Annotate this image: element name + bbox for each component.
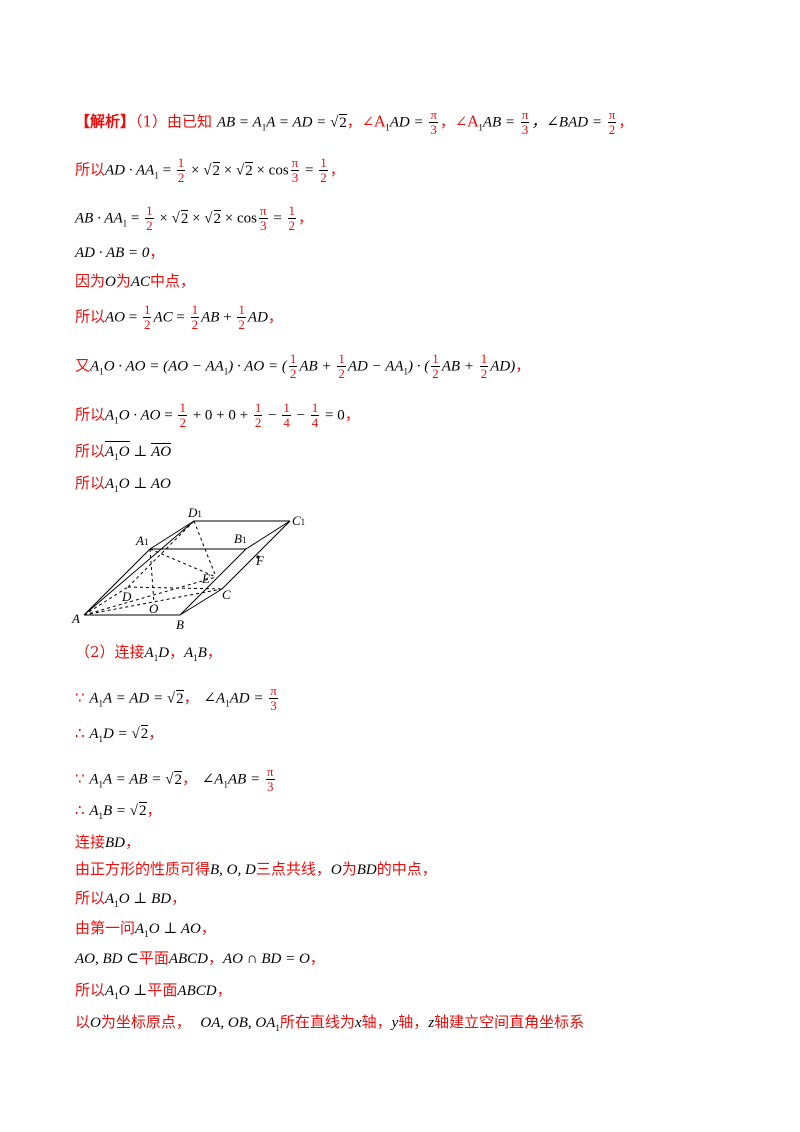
label-o: O bbox=[149, 601, 159, 616]
edge-ad bbox=[83, 586, 129, 616]
line-13: ∴ A1D = √2， bbox=[75, 724, 164, 744]
line-22: 以O为坐标原点， OA, OB, OA1所在直线为x轴，y轴，z轴建立空间直角坐… bbox=[75, 1013, 585, 1033]
label-b: B bbox=[176, 617, 184, 632]
line-17: 由正方形的性质可得B, O, D三点共线，O为BD的中点， bbox=[75, 860, 437, 878]
line-4: AD · AB = 0， bbox=[75, 243, 165, 261]
point-f bbox=[256, 555, 260, 559]
line-15: ∴ A1B = √2， bbox=[75, 801, 162, 821]
label-a: A bbox=[71, 611, 80, 626]
edge-bc bbox=[179, 588, 223, 616]
label-d: D bbox=[121, 589, 132, 604]
label-d1: D1 bbox=[187, 505, 202, 520]
edge-bb1 bbox=[179, 548, 247, 616]
edge-d1a1 bbox=[149, 520, 195, 550]
label-c1: C1 bbox=[292, 513, 305, 528]
label-f: F bbox=[255, 553, 265, 568]
label-b1: B1 bbox=[234, 531, 246, 546]
edge-aa1 bbox=[83, 548, 151, 616]
line-18: 所以A1O ⊥ BD， bbox=[75, 889, 187, 909]
edge-cc1 bbox=[221, 520, 291, 590]
line-6: 所以AO = 1 2 AC = 1 2 AB + 1 2 AD， bbox=[75, 302, 283, 332]
seg-d1e bbox=[193, 520, 217, 578]
seg-ae bbox=[83, 576, 217, 616]
line-10: 所以A1O ⊥ AO bbox=[75, 474, 171, 494]
label-c: C bbox=[222, 587, 231, 602]
edge-c1b1 bbox=[245, 520, 291, 550]
line-19: 由第一问A1O ⊥ AO， bbox=[75, 919, 216, 939]
label-a1: A1 bbox=[135, 533, 148, 548]
line-9: 所以A1O ⊥ AO bbox=[75, 441, 172, 462]
line-11: （2）连接A1D，A1B， bbox=[75, 643, 222, 663]
edge-ad1 bbox=[83, 520, 195, 616]
line-20: AO, BD ⊂平面ABCD，AO ∩ BD = O， bbox=[75, 949, 325, 967]
label-e: E bbox=[201, 571, 210, 586]
line-5: 因为O为AC中点， bbox=[75, 272, 196, 290]
line-16: 连接BD， bbox=[75, 833, 141, 851]
analysis-tag: 【解析】 bbox=[75, 112, 136, 131]
line-21: 所以A1O ⊥平面ABCD， bbox=[75, 981, 232, 1001]
parallelepiped-figure: D1 C1 A1 B1 F E D C O A B bbox=[71, 505, 305, 632]
